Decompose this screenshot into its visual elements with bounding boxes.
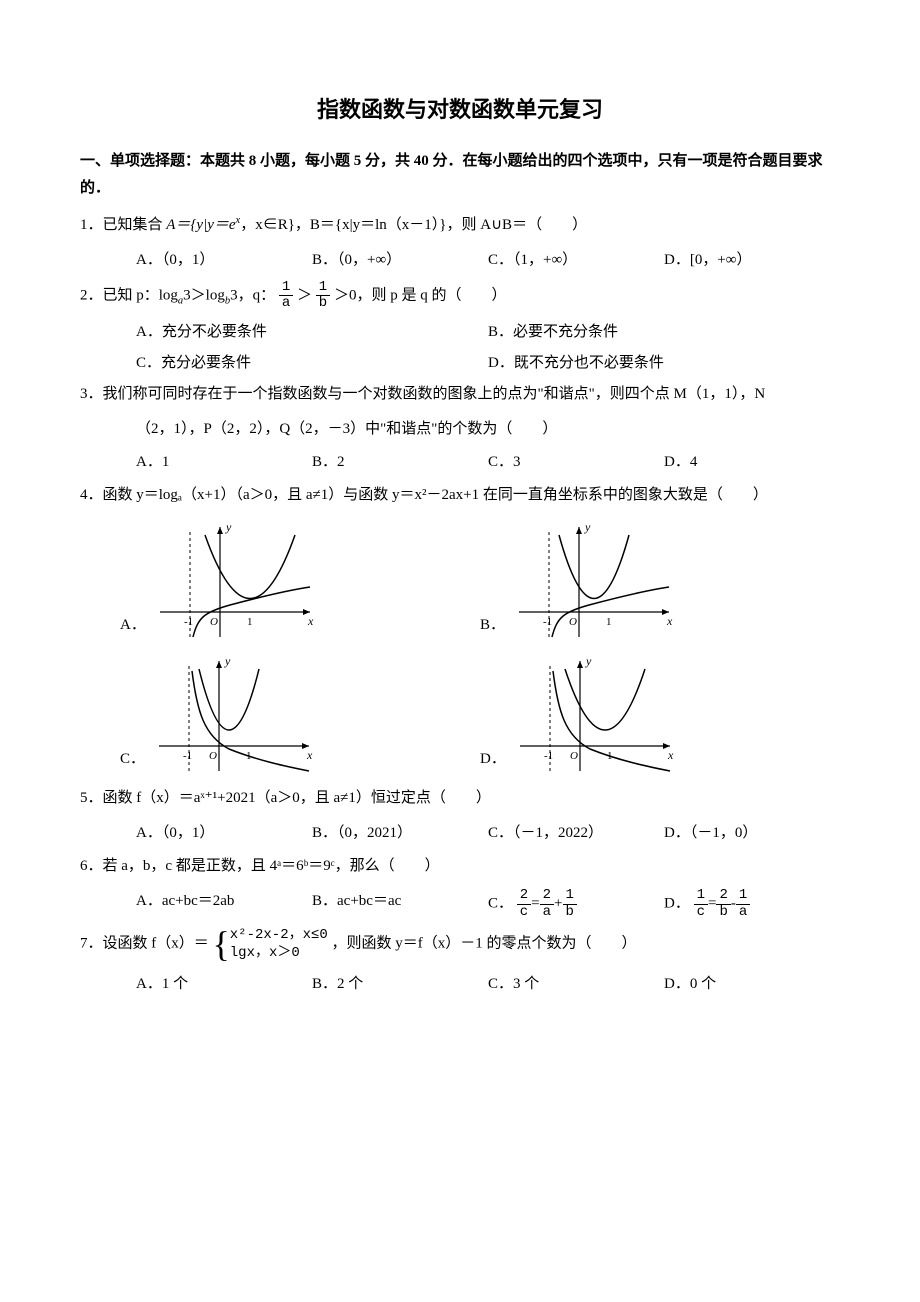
q3-optC: C．3 [488,449,664,476]
q3-optD: D．4 [664,449,840,476]
q7-options: A．1 个 B．2 个 C．3 个 D．0 个 [80,971,840,998]
q1-stem-suffix: ，x∈R}，B＝{x|y＝ln（x－1）}，则 A∪B＝（ ） [240,217,587,233]
question-6: 6．若 a，b，c 都是正数，且 4ᵃ＝6ᵇ＝9ᶜ，那么（ ） [80,853,840,880]
question-7: 7．设函数 f（x）＝ { x²-2x-2，x≤0 lgx，x＞0 ，则函数 y… [80,926,840,962]
q3-optA: A．1 [136,449,312,476]
q4-graph-A: x y -1 O 1 [150,517,320,647]
svg-text:x: x [666,614,673,628]
q7-stem-prefix: 7．设函数 f（x）＝ [80,936,209,952]
svg-text:y: y [584,520,591,534]
q7-optB: B．2 个 [312,971,488,998]
q2-optA: A．充分不必要条件 [136,319,488,346]
q5-optB: B．（0，2021） [312,820,488,847]
svg-text:x: x [307,614,314,628]
q4-label-B: B． [480,612,505,647]
svg-text:1: 1 [247,616,253,628]
q1-optA: A．（0，1） [136,247,312,274]
svg-text:O: O [569,616,577,628]
frac-1b: 1b [316,280,330,312]
q6-optC: C． 2c=2a+1b [488,888,664,920]
svg-text:O: O [210,616,218,628]
q7-case1: x²-2x-2，x≤0 [230,927,328,943]
q6-optD: D． 1c=2b-1a [664,888,840,920]
svg-text:x: x [667,748,674,762]
q6-optB: B．ac+bc＝ac [312,888,488,920]
svg-text:-1: -1 [544,750,553,762]
svg-text:x: x [306,748,313,762]
q4-label-C: C． [120,746,145,781]
page-title: 指数函数与对数函数单元复习 [80,90,840,130]
q7-piecewise: { x²-2x-2，x≤0 lgx，x＞0 [213,926,328,962]
q1-stem-prefix: 1．已知集合 [80,217,166,233]
q1-optC: C．（1，+∞） [488,247,664,274]
q7-case2: lgx，x＞0 [230,945,300,961]
q3-options: A．1 B．2 C．3 D．4 [80,449,840,476]
q4-graph-B: x y -1 O 1 [509,517,679,647]
svg-text:-1: -1 [543,616,552,628]
q5-optA: A．（0，1） [136,820,312,847]
svg-text:y: y [224,654,231,668]
q2-optB: B．必要不充分条件 [488,319,840,346]
frac-1a: 1a [279,280,293,312]
q5-optC: C．（－1，2022） [488,820,664,847]
q7-optD: D．0 个 [664,971,840,998]
q5-optD: D．（－1，0） [664,820,840,847]
q3-optB: B．2 [312,449,488,476]
svg-text:O: O [209,750,217,762]
svg-text:-1: -1 [183,750,192,762]
q4-graphs-row2: C． x y -1 O 1 D． x y -1 O [80,651,840,781]
q3-line2: （2，1），P（2，2），Q（2，－3）中"和谐点"的个数为（ ） [80,416,840,443]
q2-stem-prefix: 2．已知 p：log [80,287,178,303]
question-3: 3．我们称可同时存在于一个指数函数与一个对数函数的图象上的点为"和谐点"，则四个… [80,381,840,408]
q4-label-D: D． [480,746,506,781]
q2-stem-suffix: ＞0，则 p 是 q 的（ ） [334,287,507,303]
q7-optC: C．3 个 [488,971,664,998]
q4-graph-D: x y -1 O 1 [510,651,680,781]
q1-optD: D．[0，+∞） [664,247,840,274]
question-5: 5．函数 f（x）＝aˣ⁺¹+2021（a＞0，且 a≠1）恒过定点（ ） [80,785,840,812]
svg-text:y: y [585,654,592,668]
q5-options: A．（0，1） B．（0，2021） C．（－1，2022） D．（－1，0） [80,820,840,847]
q4-graphs-row1: A． x y -1 O 1 B． x y -1 [80,517,840,647]
q7-optA: A．1 个 [136,971,312,998]
q4-label-A: A． [120,612,146,647]
q2-optC: C．充分必要条件 [136,350,488,377]
svg-text:1: 1 [606,616,612,628]
svg-text:-1: -1 [184,616,193,628]
q2-optD: D．既不充分也不必要条件 [488,350,840,377]
q1-options: A．（0，1） B．（0，+∞） C．（1，+∞） D．[0，+∞） [80,247,840,274]
section-header: 一、单项选择题：本题共 8 小题，每小题 5 分，共 40 分．在每小题给出的四… [80,148,840,202]
q7-stem-suffix: ，则函数 y＝f（x）－1 的零点个数为（ ） [332,936,637,952]
q2-options: A．充分不必要条件 B．必要不充分条件 C．充分必要条件 D．既不充分也不必要条… [80,319,840,377]
q4-graph-C: x y -1 O 1 [149,651,319,781]
svg-text:y: y [225,520,232,534]
question-1: 1．已知集合 A＝{y|y＝ex，x∈R}，B＝{x|y＝ln（x－1）}，则 … [80,212,840,239]
svg-text:O: O [570,750,578,762]
q6-options: A．ac+bc＝2ab B．ac+bc＝ac C． 2c=2a+1b D． 1c… [80,888,840,920]
q1-expr: ex [229,217,240,233]
q6-optA: A．ac+bc＝2ab [136,888,312,920]
q1-optB: B．（0，+∞） [312,247,488,274]
question-2: 2．已知 p：loga3＞logb3，q： 1a ＞ 1b ＞0，则 p 是 q… [80,280,840,312]
question-4: 4．函数 y＝logₐ（x+1）（a＞0，且 a≠1）与函数 y＝x²－2ax+… [80,482,840,509]
q1-var-A: A＝{y|y＝ [166,217,229,233]
